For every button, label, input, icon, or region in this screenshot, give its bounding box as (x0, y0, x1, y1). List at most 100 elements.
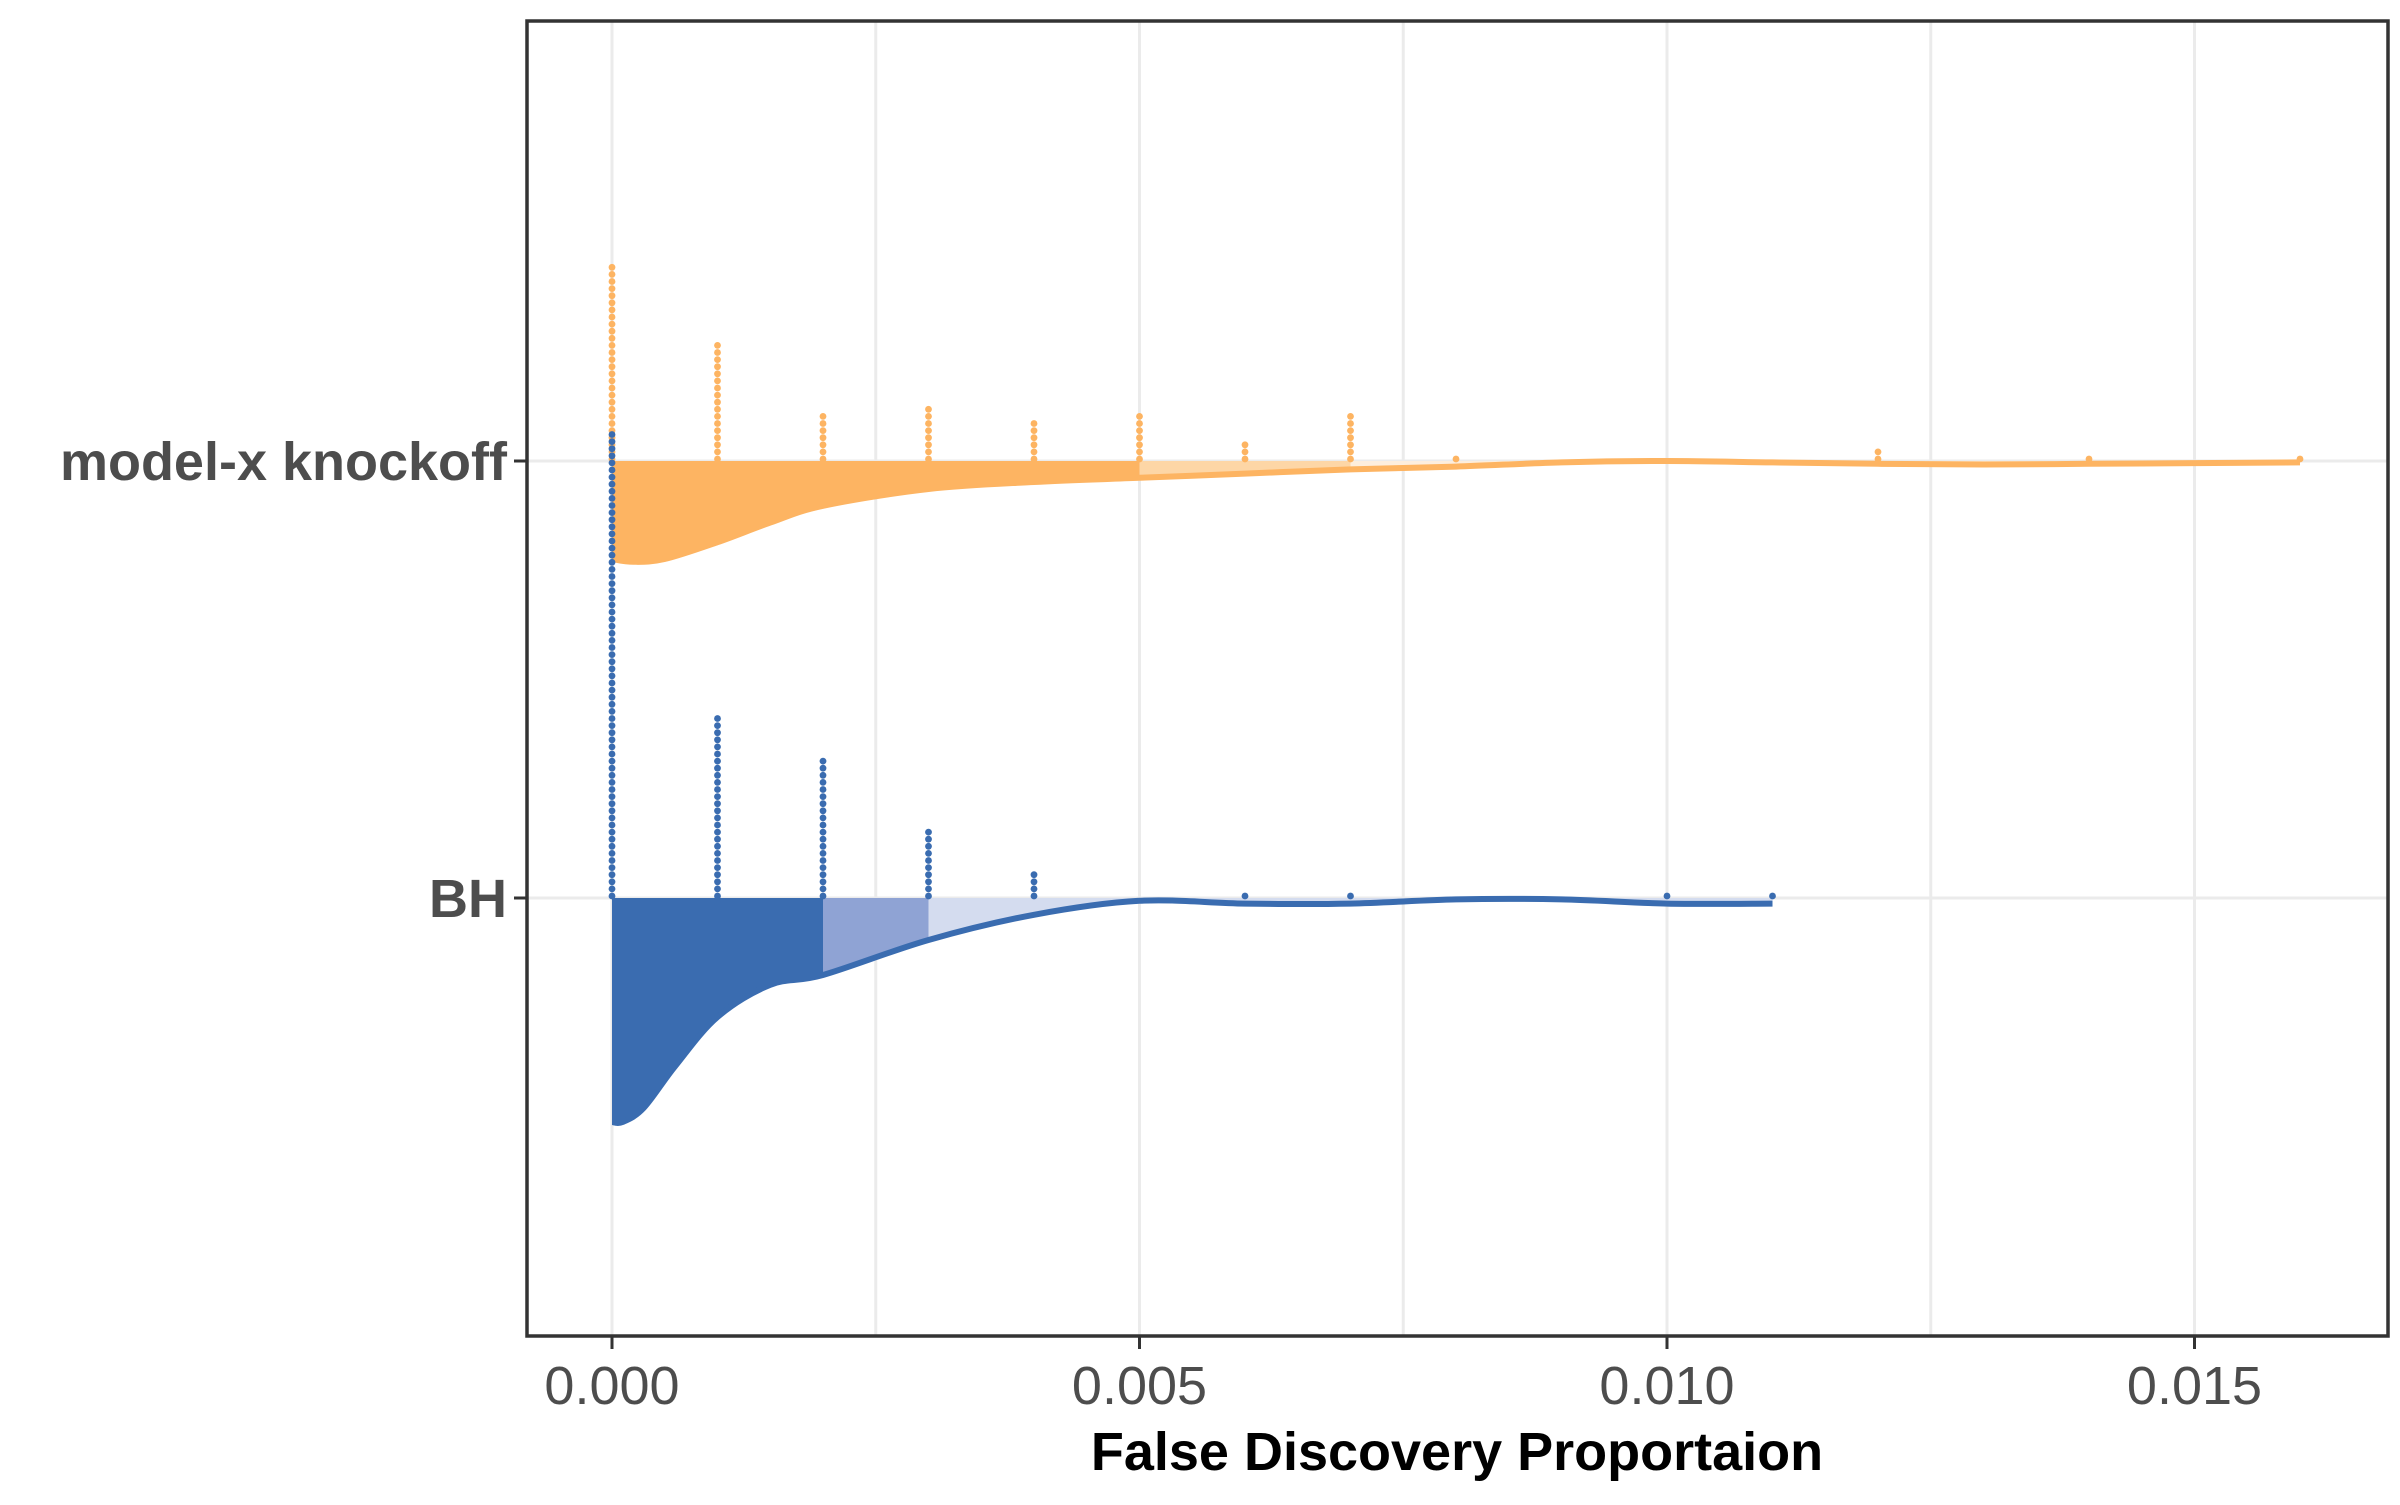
bh-data-point (608, 537, 616, 545)
model-x-knockoff-data-point (608, 327, 616, 335)
model-x-knockoff-data-point (608, 384, 616, 392)
bh-data-point (608, 842, 616, 850)
bh-data-point (819, 828, 827, 836)
model-x-knockoff-data-point (608, 299, 616, 307)
model-x-knockoff-data-point (1030, 420, 1038, 427)
model-x-knockoff-data-point (714, 349, 721, 356)
axis-layer: model-x knockoff BH 0.000 0.005 0.010 0.015 (60, 432, 2262, 1416)
bh-data-point (608, 644, 616, 651)
model-x-knockoff-density-region-1 (612, 461, 1140, 562)
bh-data-point (608, 608, 616, 616)
bh-data-point (608, 743, 616, 751)
bh-data-point (819, 857, 827, 864)
bh-data-point (608, 800, 616, 808)
bh-data-point (608, 587, 616, 595)
bh-data-point (714, 722, 721, 729)
bh-data-point (714, 821, 721, 829)
bh-data-point (608, 580, 616, 587)
bh-data-point (608, 637, 616, 644)
model-x-knockoff-data-point (1136, 441, 1143, 449)
model-x-knockoff-data-point (608, 320, 616, 328)
model-x-knockoff-data-point (714, 448, 721, 456)
model-x-knockoff-data-point (1874, 455, 1882, 463)
model-x-knockoff-data-point (608, 271, 616, 278)
model-x-knockoff-data-point (1030, 441, 1038, 449)
bh-data-point (608, 715, 616, 722)
bh-data-point (608, 693, 616, 701)
model-x-knockoff-data-point (608, 306, 616, 314)
model-x-knockoff-data-point (1030, 427, 1038, 434)
model-x-knockoff-data-point (1136, 434, 1143, 442)
bh-data-point (714, 771, 721, 779)
model-x-knockoff-data-point (1241, 455, 1249, 463)
bh-data-point (819, 842, 827, 850)
bh-density-curve (611, 895, 1773, 1127)
model-x-knockoff-data-point (1874, 448, 1882, 456)
bh-data-point (608, 828, 616, 836)
bh-data-point (608, 850, 616, 857)
model-x-knockoff-data-point (608, 377, 616, 385)
bh-data-point (608, 629, 616, 637)
bh-data-point (608, 530, 616, 538)
bh-data-point (714, 750, 721, 758)
bh-density-region-2 (823, 898, 929, 975)
bh-data-point (608, 672, 616, 680)
model-x-knockoff-data-point (714, 356, 721, 363)
model-x-knockoff-data-point (819, 441, 827, 449)
model-x-knockoff-data-point (1347, 413, 1354, 420)
model-x-knockoff-data-point (714, 391, 721, 399)
bh-data-point (714, 779, 721, 786)
model-x-knockoff-data-point (608, 398, 616, 406)
model-x-knockoff-data-point (819, 420, 827, 427)
bh-data-point (819, 807, 827, 815)
bh-data-point (819, 764, 827, 772)
bh-data-point (714, 857, 721, 864)
bh-data-point (608, 459, 616, 467)
bh-data-point (819, 878, 827, 886)
model-x-knockoff-data-point (1136, 427, 1143, 434)
model-x-knockoff-data-point (2085, 455, 2093, 463)
bh-data-point (608, 523, 616, 531)
bh-data-point (1347, 892, 1354, 900)
bh-data-point (608, 885, 616, 893)
bh-data-point (608, 594, 616, 602)
bh-data-point (608, 864, 616, 871)
model-x-knockoff-data-point (714, 420, 721, 427)
model-x-knockoff-data-point (925, 413, 932, 420)
bh-data-point (714, 885, 721, 893)
model-x-knockoff-data-point (925, 455, 932, 463)
model-x-knockoff-data-point (1347, 420, 1354, 427)
bh-density-region-1 (612, 898, 823, 1124)
bh-data-point (819, 757, 827, 765)
bh-data-point (714, 842, 721, 850)
bh-data-point (819, 800, 827, 808)
bh-data-point (608, 558, 616, 566)
model-x-knockoff-data-point (608, 391, 616, 399)
model-x-knockoff-data-point (608, 313, 616, 321)
bh-data-point (608, 679, 616, 687)
bh-data-point (925, 878, 932, 886)
model-x-knockoff-data-point (608, 405, 616, 413)
bh-data-point (1030, 878, 1038, 886)
bh-data-point (608, 835, 616, 843)
bh-data-point (819, 835, 827, 843)
bh-data-point (608, 857, 616, 864)
model-x-knockoff-data-point (714, 370, 721, 378)
bh-data-point (608, 651, 616, 658)
bh-data-point (608, 601, 616, 609)
bh-data-point (608, 551, 616, 559)
model-x-knockoff-data-point (819, 455, 827, 463)
model-x-knockoff-data-point (714, 405, 721, 413)
bh-data-point (608, 480, 616, 488)
model-x-knockoff-data-point (608, 263, 616, 271)
model-x-knockoff-data-point (819, 434, 827, 442)
model-x-knockoff-data-point (1347, 434, 1354, 442)
bh-data-point (608, 871, 616, 879)
bh-data-point (1030, 885, 1038, 893)
bh-data-point (608, 445, 616, 453)
model-x-knockoff-data-point (608, 420, 616, 427)
dot-layer (608, 263, 2304, 900)
bh-data-point (714, 729, 721, 737)
bh-data-point (819, 864, 827, 871)
bh-data-point (608, 736, 616, 744)
